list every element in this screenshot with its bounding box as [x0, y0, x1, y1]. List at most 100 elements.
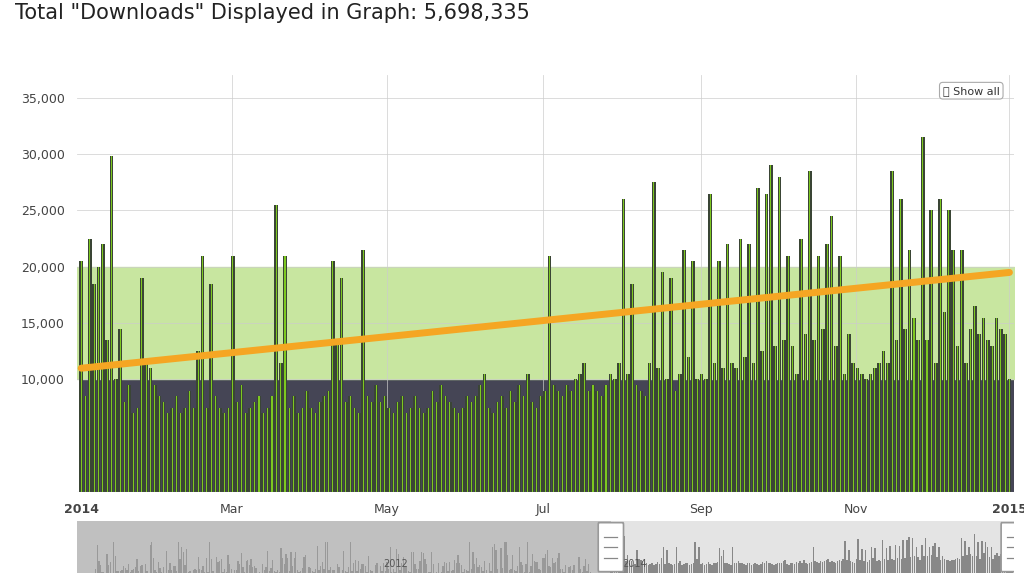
- Bar: [792, 563, 794, 573]
- Bar: [493, 413, 494, 492]
- Bar: [259, 572, 260, 573]
- Bar: [239, 564, 241, 573]
- Bar: [1006, 554, 1007, 573]
- Bar: [383, 563, 384, 573]
- Bar: [745, 565, 746, 573]
- Bar: [913, 317, 914, 492]
- Bar: [710, 193, 711, 492]
- Bar: [857, 539, 859, 573]
- Bar: [236, 570, 237, 573]
- Bar: [700, 374, 702, 492]
- Bar: [156, 572, 158, 573]
- Bar: [181, 547, 182, 573]
- Bar: [333, 570, 335, 573]
- Bar: [432, 391, 433, 492]
- Bar: [913, 556, 915, 573]
- Bar: [246, 413, 247, 492]
- Bar: [827, 559, 829, 573]
- Bar: [899, 199, 903, 492]
- Bar: [463, 408, 464, 492]
- Bar: [882, 351, 886, 492]
- Bar: [874, 548, 876, 573]
- Bar: [780, 563, 782, 573]
- Bar: [258, 397, 259, 492]
- Bar: [949, 561, 951, 573]
- Bar: [689, 565, 690, 573]
- Bar: [100, 565, 101, 573]
- Bar: [798, 563, 799, 573]
- Bar: [639, 391, 642, 492]
- Bar: [175, 397, 178, 492]
- Bar: [343, 551, 344, 573]
- Bar: [918, 340, 919, 492]
- Bar: [726, 244, 729, 492]
- Bar: [556, 391, 560, 492]
- Bar: [801, 563, 803, 573]
- Bar: [588, 391, 589, 492]
- Bar: [604, 385, 608, 492]
- Bar: [317, 402, 322, 492]
- Bar: [413, 552, 414, 573]
- Bar: [418, 408, 421, 492]
- Bar: [835, 563, 837, 573]
- Bar: [203, 566, 204, 573]
- Bar: [429, 571, 430, 573]
- Bar: [447, 571, 449, 573]
- Bar: [652, 182, 655, 492]
- Bar: [327, 391, 330, 492]
- Bar: [174, 566, 176, 573]
- Bar: [812, 340, 816, 492]
- Bar: [161, 572, 163, 573]
- Bar: [199, 569, 201, 573]
- Bar: [257, 397, 261, 492]
- FancyBboxPatch shape: [598, 523, 624, 571]
- Bar: [160, 568, 161, 573]
- Bar: [415, 397, 416, 492]
- Bar: [431, 391, 434, 492]
- Bar: [657, 562, 658, 573]
- Bar: [893, 559, 895, 573]
- Bar: [346, 571, 348, 573]
- Bar: [458, 555, 459, 573]
- Bar: [588, 564, 590, 573]
- Bar: [542, 558, 543, 573]
- Bar: [847, 335, 851, 492]
- Bar: [573, 379, 578, 492]
- Bar: [474, 564, 475, 573]
- Bar: [264, 570, 265, 573]
- Bar: [169, 563, 171, 573]
- Bar: [703, 379, 708, 492]
- Bar: [612, 379, 616, 492]
- Bar: [769, 166, 773, 492]
- Bar: [970, 329, 971, 492]
- Bar: [931, 555, 932, 573]
- Bar: [908, 250, 911, 492]
- Bar: [940, 560, 941, 573]
- Bar: [484, 561, 485, 573]
- Bar: [775, 564, 776, 573]
- Bar: [531, 402, 532, 492]
- Bar: [557, 558, 558, 573]
- Bar: [728, 564, 730, 573]
- Bar: [712, 565, 713, 573]
- Bar: [421, 552, 422, 573]
- Bar: [998, 329, 1002, 492]
- Bar: [313, 572, 314, 573]
- Bar: [990, 346, 994, 492]
- Bar: [685, 563, 686, 573]
- Bar: [951, 250, 954, 492]
- Bar: [839, 255, 842, 492]
- Bar: [153, 558, 155, 573]
- Bar: [119, 329, 122, 492]
- Bar: [351, 571, 353, 573]
- Bar: [289, 571, 290, 573]
- Bar: [244, 572, 245, 573]
- Bar: [393, 569, 394, 573]
- Bar: [916, 340, 921, 492]
- Bar: [308, 566, 309, 573]
- Bar: [318, 570, 319, 573]
- Bar: [445, 563, 447, 573]
- Bar: [756, 188, 760, 492]
- Bar: [1001, 556, 1004, 573]
- Bar: [584, 362, 585, 492]
